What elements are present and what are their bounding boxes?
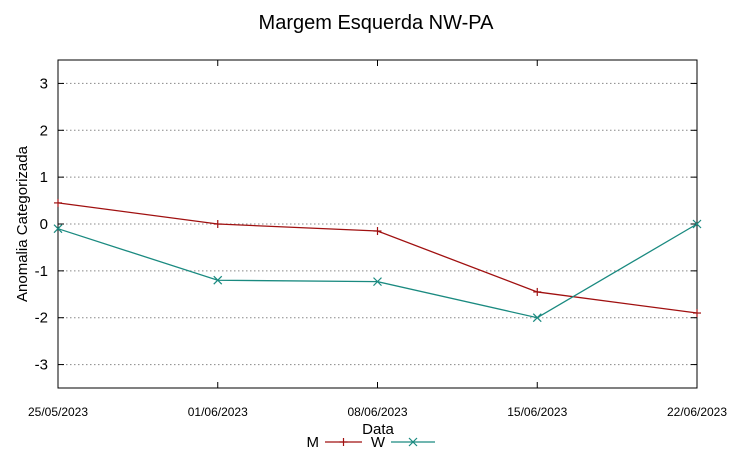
x-tick-label: 01/06/2023 bbox=[188, 405, 248, 419]
y-tick-label: 0 bbox=[40, 216, 48, 233]
data-point bbox=[53, 224, 63, 234]
chart-title: Margem Esquerda NW-PA bbox=[259, 12, 495, 34]
y-tick-label: 2 bbox=[40, 122, 48, 139]
series-M bbox=[54, 198, 701, 318]
data-point bbox=[693, 309, 701, 318]
data-point bbox=[54, 198, 62, 207]
marker-cross-b bbox=[408, 437, 418, 447]
data-point bbox=[533, 287, 542, 296]
marker-cross-b bbox=[213, 275, 223, 285]
x-tick-label: 25/05/2023 bbox=[28, 405, 88, 419]
marker-cross-b bbox=[532, 313, 542, 323]
gridlines bbox=[58, 82, 697, 366]
y-tick-label: 1 bbox=[40, 169, 48, 186]
y-axis-ticks: -3 -2 -1 0 1 2 3 bbox=[35, 75, 697, 374]
data-point bbox=[373, 227, 382, 236]
marker-cross-b bbox=[53, 224, 63, 234]
data-point bbox=[532, 313, 542, 323]
data-point bbox=[692, 219, 702, 229]
series-line bbox=[57, 223, 698, 319]
x-axis-label: Data bbox=[362, 421, 394, 438]
series-layer bbox=[53, 198, 702, 323]
y-axis-label: Anomalia Categorizada bbox=[14, 145, 31, 302]
data-point bbox=[213, 220, 222, 228]
y-tick-label: -3 bbox=[35, 357, 48, 374]
series-line bbox=[57, 202, 698, 314]
legend-label: W bbox=[371, 434, 386, 451]
data-point bbox=[213, 275, 223, 285]
legend-item-W: W bbox=[371, 434, 435, 451]
y-tick-label: -2 bbox=[35, 310, 48, 327]
series-W bbox=[53, 219, 702, 323]
marker-cross-b bbox=[692, 219, 702, 229]
data-point bbox=[373, 277, 382, 287]
plot-frame bbox=[57, 59, 698, 389]
y-tick-label: 3 bbox=[40, 75, 48, 92]
x-axis-ticks: 25/05/2023 01/06/2023 08/06/2023 15/06/2023… bbox=[28, 60, 727, 419]
x-tick-label: 08/06/2023 bbox=[347, 405, 407, 419]
legend-label: M bbox=[307, 434, 320, 451]
x-tick-label: 22/06/2023 bbox=[667, 405, 727, 419]
y-tick-label: -1 bbox=[35, 263, 48, 280]
legend-item-M: M bbox=[307, 434, 362, 451]
x-tick-label: 15/06/2023 bbox=[507, 405, 567, 419]
marker-cross-b bbox=[373, 277, 382, 287]
